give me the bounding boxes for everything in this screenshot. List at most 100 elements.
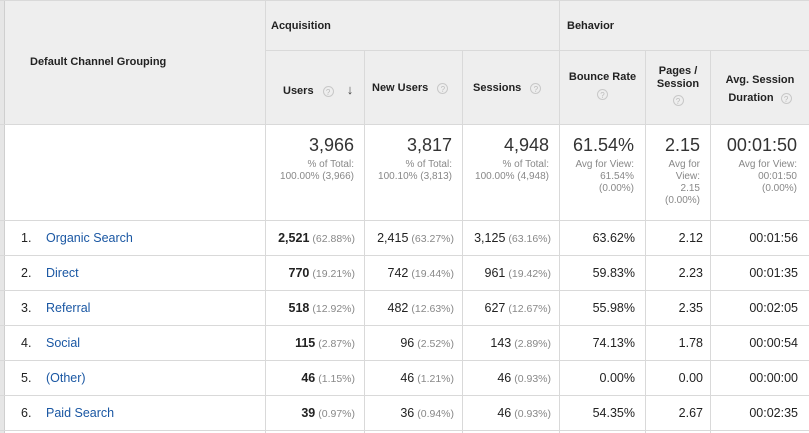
sessions-percent: (19.42%) xyxy=(508,268,551,280)
sessions-cell: 3,125 (63.16%) xyxy=(474,221,551,256)
sessions-cell: 46 (0.93%) xyxy=(497,396,551,431)
grid-line xyxy=(710,50,711,433)
column-users[interactable]: Users ? ↓ xyxy=(283,82,353,97)
new-users-value: 96 xyxy=(400,336,415,350)
column-sessions[interactable]: Sessions ? xyxy=(473,82,542,94)
total-pages-session: 2.15 Avg for View: 2.15 (0.00%) xyxy=(646,135,700,207)
column-bounce-rate[interactable]: Bounce Rate ? xyxy=(560,71,645,100)
bounce-rate-cell: 74.13% xyxy=(592,336,635,350)
help-icon[interactable]: ? xyxy=(597,88,608,100)
bounce-rate-cell: 59.83% xyxy=(592,266,635,280)
total-pages-value: 2.15 xyxy=(664,135,700,155)
users-cell: 39 (0.97%) xyxy=(301,396,355,431)
sessions-percent: (2.89%) xyxy=(514,338,551,350)
sessions-cell: 961 (19.42%) xyxy=(485,256,551,291)
total-bounce-rate-value: 61.54% xyxy=(572,135,634,155)
help-icon[interactable]: ? xyxy=(322,85,334,97)
column-duration-label-line1: Avg. Session xyxy=(725,74,795,86)
column-pages-session[interactable]: Pages / Session ? xyxy=(646,65,710,107)
grid-line xyxy=(364,50,365,433)
row-index: 1. xyxy=(21,231,32,245)
users-cell: 46 (1.15%) xyxy=(301,361,355,396)
duration-cell: 00:00:00 xyxy=(749,371,798,385)
column-new-users[interactable]: New Users ? xyxy=(372,82,449,94)
column-avg-session-duration[interactable]: Avg. Session Duration ? xyxy=(711,71,809,107)
row-index: 3. xyxy=(21,301,32,315)
new-users-percent: (0.94%) xyxy=(417,408,454,420)
grid-line xyxy=(0,220,809,221)
grid-line xyxy=(0,325,809,326)
new-users-percent: (19.44%) xyxy=(411,268,454,280)
total-duration-value: 00:01:50 xyxy=(726,135,797,155)
total-pages-delta: (0.00%) xyxy=(664,195,700,206)
help-icon[interactable]: ? xyxy=(437,82,449,94)
column-users-label: Users xyxy=(283,85,314,97)
users-cell: 770 (19.21%) xyxy=(289,256,355,291)
channel-link[interactable]: Referral xyxy=(46,301,91,315)
users-percent: (2.87%) xyxy=(318,338,355,350)
table-row: 5. (Other) 46 (1.15%) 46 (1.21%) 46 (0.93%) 0.00… xyxy=(0,361,809,395)
grid-line xyxy=(265,50,809,51)
help-icon[interactable]: ? xyxy=(530,82,542,94)
channel-link[interactable]: Direct xyxy=(46,266,79,280)
column-bounce-rate-label: Bounce Rate xyxy=(568,71,637,83)
new-users-percent: (12.63%) xyxy=(411,303,454,315)
sessions-percent: (0.93%) xyxy=(514,408,551,420)
new-users-value: 742 xyxy=(387,266,409,280)
column-pages-label-line1: Pages / xyxy=(658,65,698,77)
channel-link[interactable]: (Other) xyxy=(46,371,86,385)
help-icon[interactable]: ? xyxy=(780,92,792,104)
column-new-users-label: New Users xyxy=(372,82,429,94)
row-index: 6. xyxy=(21,406,32,420)
new-users-value: 46 xyxy=(400,371,415,385)
pages-session-cell: 0.00 xyxy=(678,371,703,385)
sessions-percent: (0.93%) xyxy=(514,373,551,385)
total-pages-label-line1: Avg for xyxy=(668,159,701,170)
row-index: 4. xyxy=(21,336,32,350)
new-users-cell: 36 (0.94%) xyxy=(400,396,454,431)
total-bounce-rate-delta: (0.00%) xyxy=(598,183,634,194)
users-value: 39 xyxy=(301,406,316,420)
grid-line xyxy=(0,430,809,431)
pages-session-cell: 2.23 xyxy=(678,266,703,280)
total-duration: 00:01:50 Avg for View: 00:01:50 (0.00%) xyxy=(711,135,797,195)
new-users-cell: 46 (1.21%) xyxy=(400,361,454,396)
sessions-value: 46 xyxy=(497,371,512,385)
table-row: 1. Organic Search 2,521 (62.88%) 2,415 (63.27… xyxy=(0,221,809,255)
total-users: 3,966 % of Total: 100.00% (3,966) xyxy=(266,135,354,183)
pages-session-cell: 1.78 xyxy=(678,336,703,350)
users-percent: (1.15%) xyxy=(318,373,355,385)
new-users-value: 36 xyxy=(400,406,415,420)
total-duration-label: Avg for View: xyxy=(738,159,797,170)
new-users-percent: (63.27%) xyxy=(411,233,454,245)
grid-line xyxy=(265,0,266,433)
sessions-percent: (12.67%) xyxy=(508,303,551,315)
dimension-header[interactable]: Default Channel Grouping xyxy=(30,56,167,68)
table-row: 6. Paid Search 39 (0.97%) 36 (0.94%) 46 (0.93%)… xyxy=(0,396,809,430)
total-bounce-rate-avg: 61.54% xyxy=(600,171,634,182)
sessions-percent: (63.16%) xyxy=(508,233,551,245)
sessions-cell: 46 (0.93%) xyxy=(497,361,551,396)
table-row: 4. Social 115 (2.87%) 96 (2.52%) 143 (2.89%) 74.… xyxy=(0,326,809,360)
new-users-value: 482 xyxy=(387,301,409,315)
sort-descending-icon[interactable]: ↓ xyxy=(346,82,354,97)
total-new-users-percent: 100.10% (3,813) xyxy=(378,171,452,182)
column-duration-label-line2: Duration xyxy=(728,92,774,104)
channel-link[interactable]: Paid Search xyxy=(46,406,115,420)
grid-line xyxy=(0,395,809,396)
new-users-cell: 742 (19.44%) xyxy=(388,256,454,291)
help-icon[interactable]: ? xyxy=(672,94,684,106)
new-users-percent: (1.21%) xyxy=(417,373,454,385)
grid-line xyxy=(0,124,809,125)
users-percent: (62.88%) xyxy=(312,233,355,245)
sessions-cell: 143 (2.89%) xyxy=(490,326,551,361)
total-pages-label-line2: View: xyxy=(675,171,700,182)
channel-link[interactable]: Social xyxy=(46,336,81,350)
grid-line xyxy=(462,50,463,433)
channel-link[interactable]: Organic Search xyxy=(46,231,133,245)
users-value: 46 xyxy=(301,371,316,385)
sessions-value: 627 xyxy=(484,301,506,315)
bounce-rate-cell: 55.98% xyxy=(592,301,635,315)
grid-line xyxy=(0,0,809,1)
